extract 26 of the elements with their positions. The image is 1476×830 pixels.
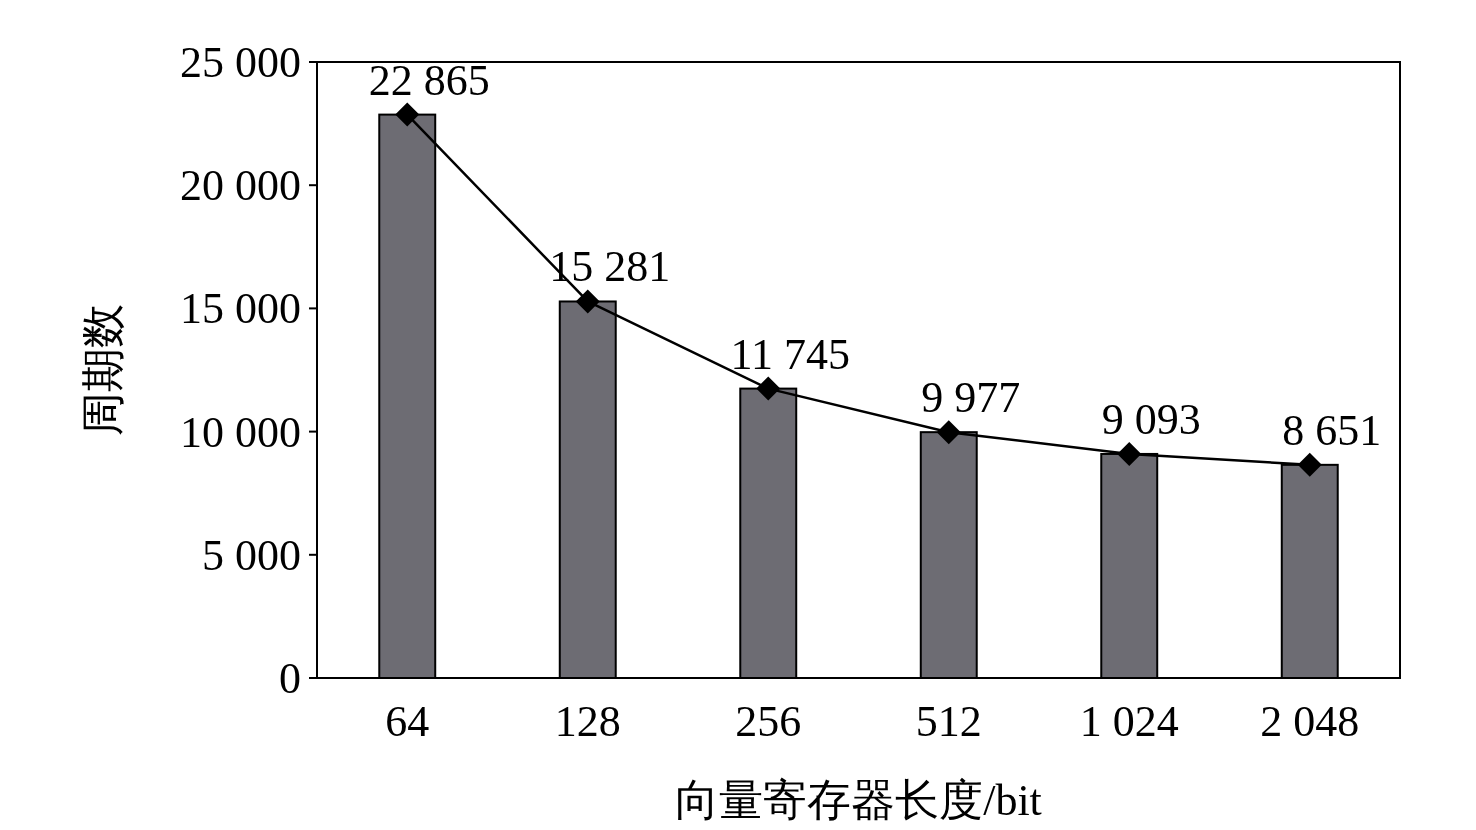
point: [575, 289, 600, 314]
point: [395, 102, 420, 127]
point: [1117, 441, 1142, 466]
point: [756, 376, 781, 401]
x-tick-label: 2 048: [1260, 697, 1360, 746]
x-tick-label: 1 024: [1079, 697, 1179, 746]
y-tick-label: 15 000: [180, 284, 301, 334]
point: [936, 420, 961, 445]
data-label: 9 977: [921, 373, 1021, 423]
x-tick-label: 64: [385, 697, 430, 746]
y-tick-label: 20 000: [180, 161, 301, 211]
y-tick-label: 10 000: [180, 407, 301, 457]
x-tick-label: 256: [735, 697, 802, 746]
x-tick-label: 128: [554, 697, 621, 746]
y-axis-title: 周期数: [79, 304, 128, 436]
x-tick-label: 512: [915, 697, 982, 746]
y-tick-label: 0: [279, 654, 301, 703]
data-label: 8 651: [1282, 405, 1382, 455]
y-tick-label: 5 000: [202, 530, 301, 580]
data-label: 22 865: [368, 55, 490, 105]
data-label: 9 093: [1101, 394, 1201, 444]
point: [1297, 452, 1322, 477]
x-axis-title: 向量寄存器长度/bit: [675, 776, 1042, 825]
data-label: 11 745: [730, 329, 850, 379]
y-tick-label: 25 000: [180, 38, 301, 87]
data-label: 15 281: [549, 242, 671, 292]
